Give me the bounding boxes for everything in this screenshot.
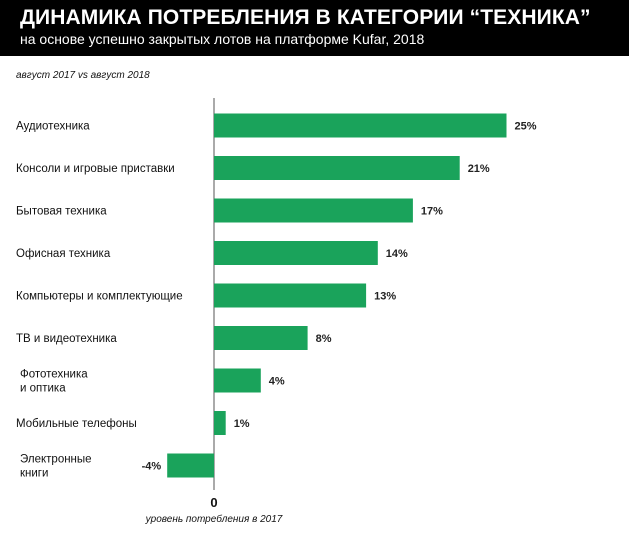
bar	[214, 241, 378, 265]
category-label-line: Фототехника	[20, 369, 88, 381]
value-label: 1%	[234, 418, 250, 430]
category-label-line: ТВ и видеотехника	[16, 333, 117, 345]
bar	[214, 326, 308, 350]
value-label: 4%	[269, 375, 285, 387]
category-label: Консоли и игровые приставки	[16, 163, 175, 175]
category-label-line: Компьютеры и комплектующие	[16, 291, 183, 303]
category-label-line: Мобильные телефоны	[16, 418, 137, 430]
header-banner: ДИНАМИКА ПОТРЕБЛЕНИЯ В КАТЕГОРИИ “ТЕХНИК…	[0, 0, 629, 56]
category-label-line: Консоли и игровые приставки	[16, 163, 175, 175]
category-label: Компьютеры и комплектующие	[16, 291, 183, 303]
category-label-line: Бытовая техника	[16, 206, 107, 218]
category-label: Электронные книги	[20, 454, 92, 480]
category-label: Фототехника и оптика	[20, 369, 88, 395]
value-label: 8%	[316, 333, 332, 345]
chart-subtitle: на основе успешно закрытых лотов на плат…	[20, 31, 425, 47]
period-label: август 2017 vs август 2018	[16, 70, 150, 81]
zero-tick-label: 0	[210, 495, 217, 510]
category-label-line: книги	[20, 468, 48, 480]
value-label: -4%	[142, 460, 162, 472]
bar	[214, 283, 367, 308]
category-label-line: Офисная техника	[16, 248, 111, 260]
category-label: Аудиотехника	[16, 121, 90, 133]
bar	[167, 453, 214, 478]
category-label: Бытовая техника	[16, 206, 107, 218]
category-label: ТВ и видеотехника	[16, 333, 117, 345]
value-label: 13%	[374, 290, 396, 302]
value-label: 21%	[468, 163, 490, 175]
bar	[214, 198, 413, 223]
bar	[214, 113, 507, 138]
bar	[214, 156, 460, 180]
value-label: 17%	[421, 205, 443, 217]
category-label-line: Аудиотехника	[16, 121, 90, 133]
bar	[214, 411, 226, 435]
category-label: Мобильные телефоны	[16, 418, 137, 430]
category-label: Офисная техника	[16, 248, 111, 260]
value-label: 25%	[515, 120, 537, 132]
value-label: 14%	[386, 248, 408, 260]
category-label-line: Электронные	[20, 454, 92, 466]
chart-title: ДИНАМИКА ПОТРЕБЛЕНИЯ В КАТЕГОРИИ “ТЕХНИК…	[20, 6, 591, 29]
category-label-line: и оптика	[20, 383, 66, 395]
baseline-caption: уровень потребления в 2017	[145, 513, 283, 525]
bar	[214, 368, 261, 393]
